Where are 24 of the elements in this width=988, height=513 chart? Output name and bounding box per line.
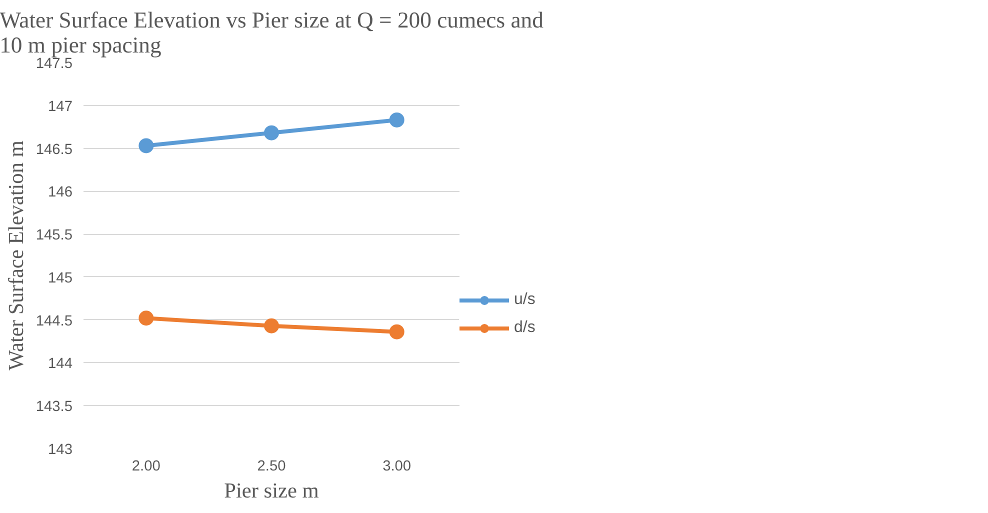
chart-title: Water Surface Elevation vs Pier size at Q = 200 cumecs and 10 m pier spacing [0,8,544,58]
y-tick-label: 145 [48,270,73,286]
point [138,310,154,326]
x-tick-label: 2.50 [257,458,286,474]
y-tick-label: 143 [48,442,73,458]
y-tick-label: 145.5 [36,228,73,244]
y-tick-label: 147.5 [36,56,73,72]
point [264,125,279,140]
x-tick-label: 3.00 [382,458,412,474]
legend-label: d/s [514,319,536,337]
point [389,324,404,340]
y-tick-label: 143.5 [36,399,73,416]
legend-label: u/s [514,291,536,309]
y-tick-label: 147 [48,98,73,115]
x-tick-label: 2.00 [132,458,160,474]
y-tick-label: 146.5 [36,142,73,158]
x-axis-title: Pier size m [224,478,320,502]
y-tick-label: 144 [48,356,73,372]
y-axis-title: Water Surface Elevation m [4,140,28,370]
y-tick-label: 144.5 [36,313,73,330]
y-tick-label: 146 [48,184,73,201]
point [264,318,279,334]
point [389,112,404,128]
point [138,138,154,154]
